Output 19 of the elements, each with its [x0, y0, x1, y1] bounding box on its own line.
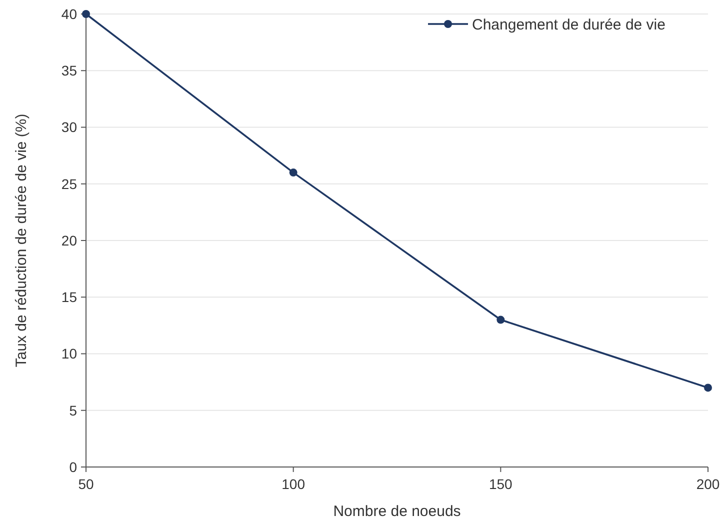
legend-label: Changement de durée de vie	[472, 16, 666, 34]
x-axis-title: Nombre de noeuds	[333, 503, 461, 520]
y-tick-label: 35	[61, 62, 78, 79]
y-axis-title: Taux de réduction de durée de vie (%)	[13, 114, 30, 368]
y-tick-label: 10	[61, 346, 78, 362]
y-tick-label: 40	[61, 6, 78, 22]
point	[289, 168, 298, 177]
x-tick-label: 150	[488, 476, 513, 492]
y-tick-label: 30	[61, 119, 78, 136]
y-tick-label: 5	[69, 402, 78, 418]
y-tick-label: 25	[61, 176, 78, 192]
x-tick-label: 50	[78, 476, 94, 492]
point	[704, 384, 712, 392]
x-tick-label: 200	[696, 476, 720, 492]
y-tick-label: 15	[61, 289, 78, 306]
y-tick-label: 20	[61, 232, 78, 248]
y-tick-label: 0	[69, 458, 78, 475]
x-tick-label: 100	[282, 476, 306, 492]
point	[496, 316, 505, 324]
